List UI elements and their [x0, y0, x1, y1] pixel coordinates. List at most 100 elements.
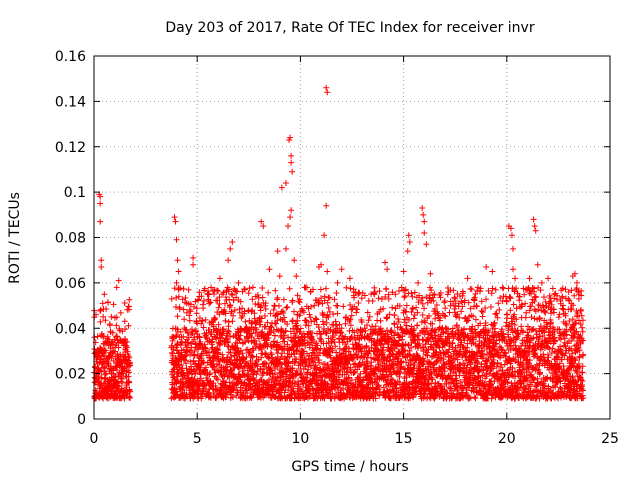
data-point	[197, 375, 204, 382]
data-point	[173, 388, 180, 395]
data-point	[270, 306, 277, 313]
data-point	[214, 287, 221, 294]
data-point	[225, 318, 232, 325]
data-point	[218, 369, 224, 376]
data-point	[284, 320, 291, 327]
data-point	[109, 340, 116, 347]
data-point	[174, 313, 181, 320]
data-point	[262, 359, 269, 366]
data-point	[222, 294, 229, 301]
data-point	[182, 360, 189, 367]
data-point	[254, 291, 261, 298]
data-point	[287, 328, 294, 335]
data-point	[108, 313, 115, 320]
data-point	[208, 284, 215, 291]
data-point	[247, 364, 254, 371]
data-point	[127, 362, 134, 369]
data-point	[121, 393, 128, 400]
data-point	[263, 361, 270, 368]
data-point	[98, 368, 105, 375]
data-point	[100, 380, 107, 387]
data-point	[105, 336, 112, 343]
data-point	[245, 290, 252, 297]
data-point	[126, 379, 133, 386]
chart-title: Day 203 of 2017, Rate Of TEC Index for r…	[165, 20, 534, 36]
data-point	[190, 303, 197, 310]
data-point	[198, 320, 205, 327]
data-point	[285, 334, 292, 341]
data-point	[125, 306, 132, 313]
data-point	[102, 347, 109, 354]
data-point	[240, 364, 247, 371]
data-point	[168, 295, 175, 302]
data-point	[266, 355, 273, 362]
data-point	[286, 379, 293, 386]
data-point	[194, 394, 201, 401]
data-point	[175, 293, 182, 300]
data-point	[125, 322, 132, 329]
data-point	[234, 340, 241, 347]
data-point	[114, 379, 121, 386]
data-point	[172, 333, 179, 340]
data-point	[207, 370, 214, 377]
data-point	[124, 338, 131, 345]
data-point	[262, 302, 269, 309]
data-point	[179, 296, 186, 303]
data-point	[109, 329, 116, 336]
data-point	[262, 300, 269, 307]
data-point	[202, 316, 209, 323]
data-point	[214, 376, 221, 383]
data-point	[100, 313, 107, 320]
data-point	[222, 394, 229, 401]
data-point	[212, 395, 219, 402]
data-point	[278, 353, 285, 360]
data-point	[103, 305, 110, 312]
data-point	[224, 338, 231, 345]
data-point	[222, 310, 229, 317]
data-point	[219, 351, 226, 358]
data-point	[265, 354, 272, 361]
data-point	[236, 357, 243, 364]
data-point	[195, 385, 202, 392]
data-point	[249, 296, 256, 303]
data-point	[101, 346, 108, 353]
data-point	[280, 335, 287, 342]
data-point	[274, 310, 281, 317]
data-point	[121, 318, 128, 325]
data-point	[278, 394, 285, 401]
data-point	[189, 371, 196, 378]
data-point	[194, 352, 201, 359]
data-point	[268, 324, 275, 331]
data-point	[191, 351, 198, 358]
data-point	[216, 300, 223, 307]
grid	[94, 56, 610, 419]
data-point	[110, 301, 117, 308]
data-point	[197, 341, 204, 348]
data-point	[174, 373, 181, 380]
data-point	[282, 328, 289, 335]
y-axis-label: ROTI / TECUs	[7, 192, 23, 284]
data-point	[187, 301, 194, 308]
data-point	[187, 308, 194, 315]
data-point	[275, 302, 282, 309]
data-point	[267, 323, 274, 330]
data-point	[272, 332, 279, 339]
data-point	[195, 296, 202, 303]
data-point	[269, 354, 276, 361]
data-point	[251, 310, 258, 317]
data-point	[213, 327, 220, 334]
data-point	[228, 353, 235, 360]
data-point	[283, 304, 290, 311]
data-point	[271, 302, 278, 309]
data-point	[281, 314, 288, 321]
data-point	[245, 337, 252, 344]
data-point	[173, 294, 180, 301]
data-point	[241, 308, 248, 315]
data-point	[247, 380, 254, 387]
data-point	[272, 287, 279, 294]
data-point	[214, 297, 221, 304]
data-point	[229, 292, 236, 299]
data-point	[221, 300, 228, 307]
data-point	[252, 337, 259, 344]
